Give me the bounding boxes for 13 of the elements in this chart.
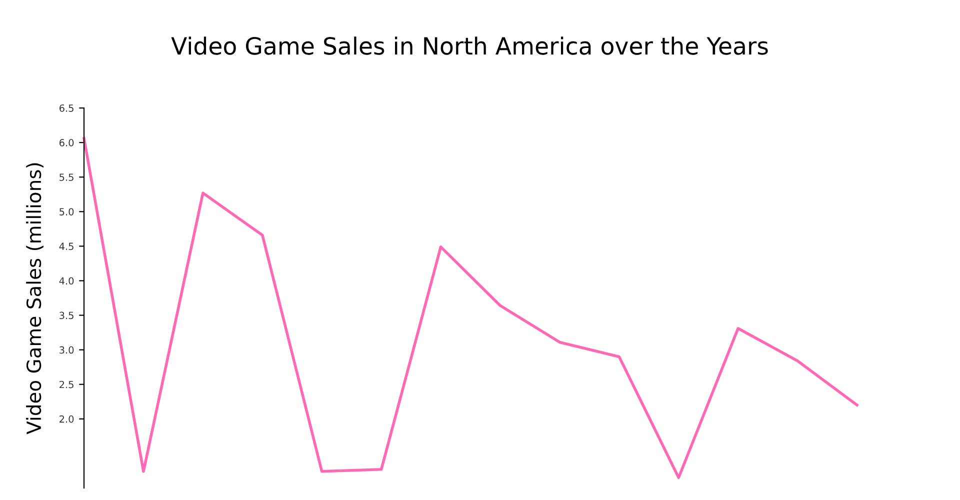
y-tick-label: 3.5 xyxy=(60,312,74,320)
y-axis-title: Video Game Sales (millions) xyxy=(26,163,44,434)
y-tick-label: 2.0 xyxy=(60,415,74,423)
y-tick-label: 5.5 xyxy=(60,174,74,181)
y-tick-label: 3.0 xyxy=(60,346,74,354)
chart-title: Video Game Sales in North America over the Years xyxy=(171,36,768,55)
line-series xyxy=(82,137,858,480)
y-tick-label: 2.5 xyxy=(60,380,74,388)
y-tick-label: 5.0 xyxy=(60,208,74,216)
y-tick-label: 4.5 xyxy=(59,242,74,250)
y-tick-label: 4.0 xyxy=(59,277,74,285)
y-tick-label: 6.0 xyxy=(59,139,74,146)
y-tick-label: 6.5 xyxy=(59,104,74,112)
